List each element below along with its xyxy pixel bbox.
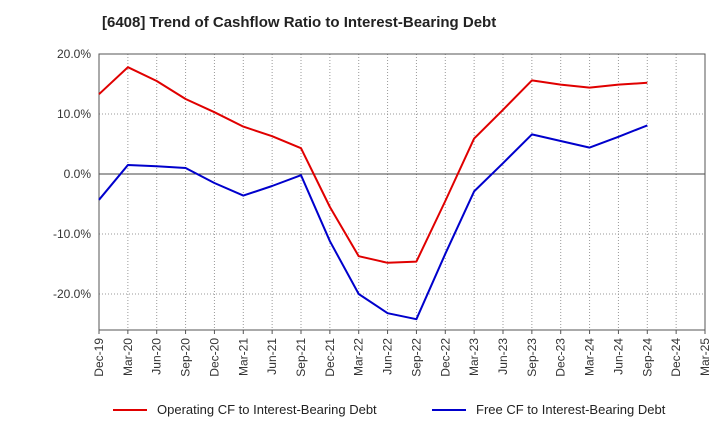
x-tick-label: Dec-24 bbox=[669, 338, 683, 377]
x-tick-label: Mar-21 bbox=[236, 338, 250, 376]
y-tick-label: 0.0% bbox=[64, 167, 92, 181]
x-tick-label: Sep-24 bbox=[640, 338, 654, 377]
x-tick-label: Dec-21 bbox=[323, 338, 337, 377]
operating-cf-line bbox=[98, 66, 648, 264]
legend-swatch-red bbox=[113, 408, 147, 411]
x-tick-label: Jun-20 bbox=[150, 338, 164, 375]
legend-item-operating-cf: Operating CF to Interest-Bearing Debt bbox=[113, 402, 377, 417]
chart-title: [6408] Trend of Cashflow Ratio to Intere… bbox=[102, 14, 497, 31]
legend-label: Operating CF to Interest-Bearing Debt bbox=[157, 402, 377, 417]
series-layer bbox=[98, 66, 648, 321]
x-tick-label: Dec-22 bbox=[438, 338, 452, 377]
x-tick-label: Mar-22 bbox=[352, 338, 366, 376]
x-tick-label: Jun-21 bbox=[265, 338, 279, 375]
free-cf-line bbox=[98, 124, 648, 321]
legend-swatch-blue bbox=[432, 408, 466, 411]
y-tick-label: -20.0% bbox=[53, 287, 91, 301]
x-tick-label: Sep-21 bbox=[294, 338, 308, 377]
x-tick-label: Dec-19 bbox=[92, 338, 106, 377]
x-tick-label: Mar-20 bbox=[121, 338, 135, 376]
x-tick-label: Mar-25 bbox=[698, 338, 712, 376]
legend-label: Free CF to Interest-Bearing Debt bbox=[476, 402, 666, 417]
legend: Operating CF to Interest-Bearing Debt Fr… bbox=[0, 402, 720, 426]
x-tick-label: Sep-22 bbox=[409, 338, 423, 377]
label-layer: 20.0% 10.0% 0.0% -10.0% -20.0% Dec-19 Mar-20 Ju… bbox=[53, 47, 712, 377]
x-tick-label: Jun-24 bbox=[611, 338, 625, 375]
x-tick-label: Dec-23 bbox=[554, 338, 568, 377]
y-tick-label: 10.0% bbox=[57, 107, 91, 121]
axis-layer bbox=[98, 53, 706, 334]
plot-frame bbox=[98, 53, 706, 331]
x-tick-label: Mar-23 bbox=[467, 338, 481, 376]
y-tick-label: -10.0% bbox=[53, 227, 91, 241]
y-tick-label: 20.0% bbox=[57, 47, 91, 61]
x-tick-label: Sep-23 bbox=[525, 338, 539, 377]
x-tick-label: Sep-20 bbox=[179, 338, 193, 377]
x-tick-label: Jun-23 bbox=[496, 338, 510, 375]
legend-item-free-cf: Free CF to Interest-Bearing Debt bbox=[432, 402, 665, 417]
x-tick-label: Mar-24 bbox=[583, 338, 597, 376]
x-tick-label: Dec-20 bbox=[207, 338, 221, 377]
x-tick-label: Jun-22 bbox=[381, 338, 395, 375]
grid-layer bbox=[99, 53, 705, 330]
